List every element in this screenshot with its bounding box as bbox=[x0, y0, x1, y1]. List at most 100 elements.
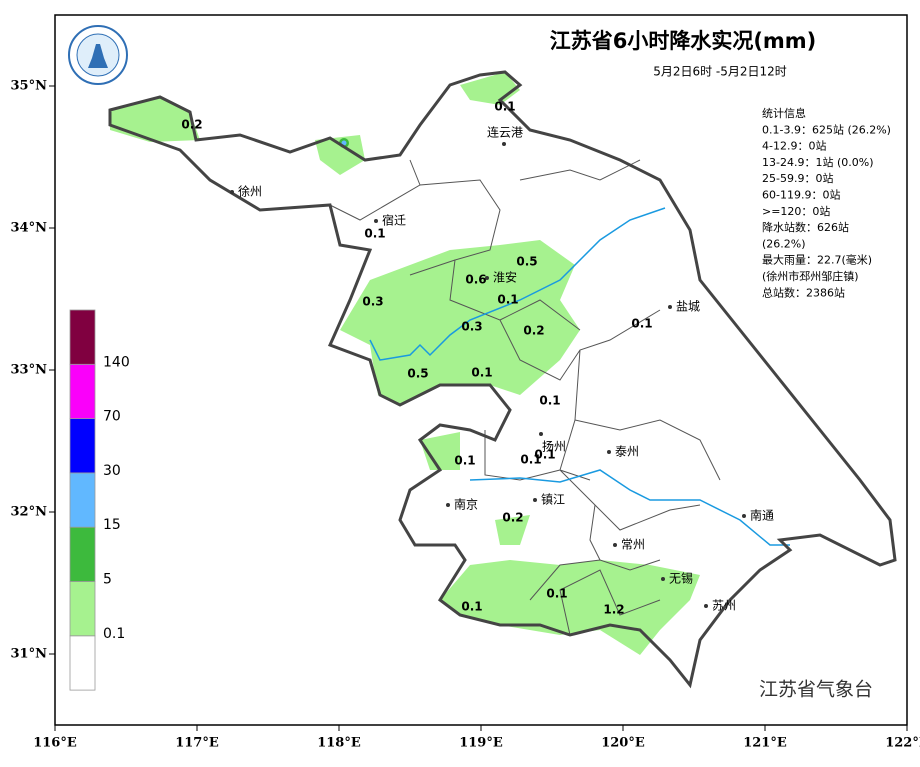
city-dot bbox=[230, 190, 234, 194]
city-dot bbox=[613, 543, 617, 547]
rain-area bbox=[495, 515, 530, 545]
legend-swatch bbox=[69, 309, 96, 365]
x-tick-label: 121°E bbox=[743, 736, 787, 751]
rain-area bbox=[110, 97, 200, 142]
rivers bbox=[369, 207, 790, 546]
footer: 江苏省气象台 bbox=[759, 679, 873, 701]
province bbox=[108, 70, 897, 689]
rain-value: 0.3 bbox=[461, 320, 482, 334]
logo bbox=[68, 25, 128, 85]
province-outline bbox=[108, 70, 897, 689]
y-tick-label: 35°N bbox=[11, 79, 48, 94]
y-tick-label: 33°N bbox=[11, 363, 48, 378]
city-label: 淮安 bbox=[493, 270, 517, 285]
stats-line: (徐州市邳州邹庄镇) bbox=[762, 269, 859, 283]
stats-line: 最大雨量：22.7(毫米) bbox=[762, 253, 872, 267]
y-tick-label: 31°N bbox=[11, 647, 48, 662]
stats-line: 降水站数：626站 bbox=[762, 220, 849, 234]
legend-swatch bbox=[69, 526, 96, 582]
x-tick-label: 118°E bbox=[317, 736, 361, 751]
city-label: 扬州 bbox=[542, 439, 566, 454]
rain-value: 0.1 bbox=[520, 453, 541, 467]
city-label: 无锡 bbox=[669, 571, 693, 586]
stats-line: (26.2%) bbox=[762, 237, 806, 250]
legend-label: 0.1 bbox=[103, 626, 125, 642]
city-dot bbox=[668, 305, 672, 309]
rain-value: 0.1 bbox=[461, 600, 482, 614]
rain-value: 0.3 bbox=[362, 295, 383, 309]
legend-label: 70 bbox=[103, 409, 121, 425]
y-tick-label: 32°N bbox=[11, 505, 48, 520]
city-label: 徐州 bbox=[238, 184, 262, 199]
city-borders bbox=[329, 159, 721, 636]
city-label: 盐城 bbox=[676, 300, 700, 314]
legend-label: 15 bbox=[103, 517, 121, 533]
rain-value: 0.1 bbox=[471, 366, 492, 380]
rain-value: 0.2 bbox=[502, 511, 523, 525]
rain-value: 0.2 bbox=[523, 324, 544, 338]
rain-value: 0.2 bbox=[181, 118, 202, 132]
legend-label: 140 bbox=[103, 354, 130, 370]
rain-value: 0.1 bbox=[364, 227, 385, 241]
x-tick-label: 122°E bbox=[885, 736, 920, 751]
rain-value: 0.1 bbox=[454, 454, 475, 468]
city-label: 常州 bbox=[621, 538, 645, 552]
city-dot bbox=[704, 604, 708, 608]
city-dot bbox=[374, 219, 378, 223]
stats-line: >=120：0站 bbox=[762, 204, 830, 218]
legend-label: 5 bbox=[103, 572, 112, 588]
x-tick-label: 117°E bbox=[175, 736, 219, 751]
legend-swatch bbox=[69, 635, 96, 691]
legend-swatch bbox=[69, 363, 96, 419]
map-title: 江苏省6小时降水实况(mm) bbox=[550, 29, 817, 53]
city-dot bbox=[485, 276, 489, 280]
city-dot bbox=[742, 514, 746, 518]
legend-swatch bbox=[69, 581, 96, 637]
x-tick-label: 120°E bbox=[601, 736, 645, 751]
rain-value: 0.6 bbox=[465, 273, 486, 287]
city-dot bbox=[502, 142, 506, 146]
y-tick-label: 34°N bbox=[11, 221, 48, 236]
rain-value: 0.5 bbox=[516, 255, 537, 269]
stats-line: 统计信息 bbox=[762, 106, 806, 120]
city-label: 镇江 bbox=[541, 493, 565, 507]
rain-value: 0.1 bbox=[534, 448, 555, 462]
city-dot bbox=[533, 498, 537, 502]
city-label: 苏州 bbox=[712, 599, 736, 613]
stats-line: 60-119.9：0站 bbox=[762, 188, 840, 202]
dynamic-layer: 116°E 117°E 118°E 119°E 120°E 121°E 122°E 31°N 3… bbox=[11, 79, 920, 751]
rain-area bbox=[340, 240, 580, 405]
stats-line: 0.1-3.9：625站 (26.2%) bbox=[762, 122, 891, 136]
city-dot bbox=[607, 450, 611, 454]
map-subtitle: 5月2日6时 -5月2日12时 bbox=[653, 65, 787, 79]
rain-area bbox=[315, 135, 365, 175]
city-label: 泰州 bbox=[615, 445, 639, 459]
stats-line: 13-24.9：1站 (0.0%) bbox=[762, 155, 873, 169]
rain-value: 0.1 bbox=[497, 293, 518, 307]
stats-line: 25-59.9：0站 bbox=[762, 171, 833, 185]
rain-value: 1.2 bbox=[603, 603, 624, 617]
stats-line: 总站数：2386站 bbox=[762, 285, 845, 299]
rain-value: 0.1 bbox=[546, 587, 567, 601]
city-label: 连云港 bbox=[487, 125, 523, 140]
legend-swatch bbox=[69, 472, 96, 528]
city-dot bbox=[446, 503, 450, 507]
logo-tower bbox=[88, 44, 108, 68]
rain-areas bbox=[110, 72, 700, 655]
city-label: 宿迁 bbox=[382, 213, 406, 228]
x-tick-label: 119°E bbox=[459, 736, 503, 751]
rain-value: 0.1 bbox=[631, 317, 652, 331]
legend-label: 30 bbox=[103, 463, 121, 479]
rain-area bbox=[420, 432, 460, 470]
stats-line: 4-12.9：0站 bbox=[762, 139, 826, 153]
x-tick-label: 116°E bbox=[33, 736, 77, 751]
rain-value: 0.1 bbox=[494, 100, 515, 114]
rain-area bbox=[440, 560, 700, 655]
city-dot bbox=[661, 577, 665, 581]
rain-value: 0.1 bbox=[539, 394, 560, 408]
city-label: 南通 bbox=[750, 508, 774, 523]
city-label: 南京 bbox=[454, 497, 478, 512]
legend-swatch bbox=[69, 418, 96, 474]
city-dot bbox=[539, 432, 543, 436]
